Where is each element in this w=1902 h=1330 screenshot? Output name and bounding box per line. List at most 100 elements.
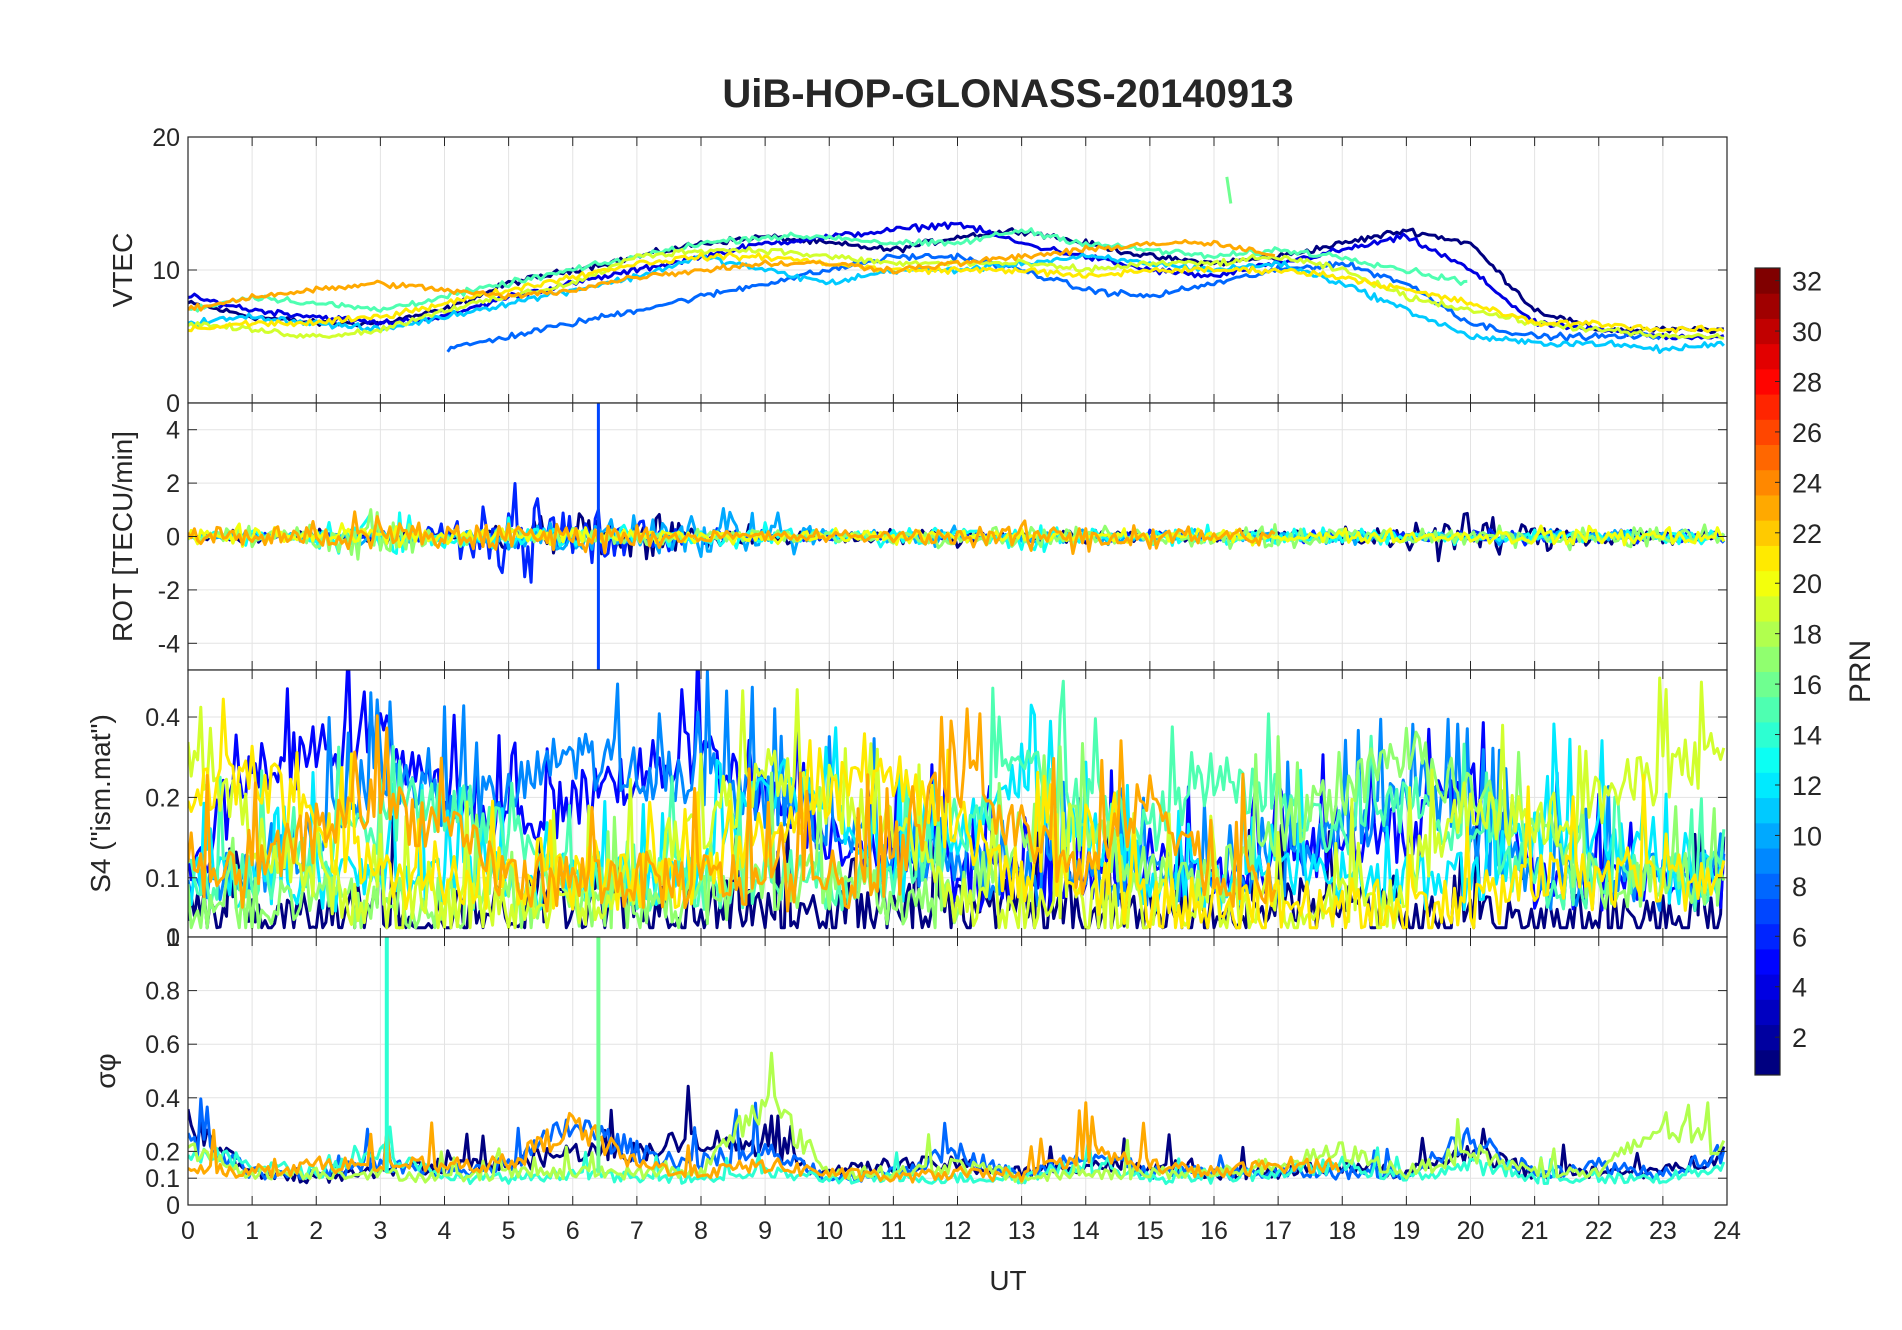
y-tick-label: 20 [152,124,180,152]
y-tick-label: -4 [158,630,180,658]
colorbar-tick-label: 12 [1792,771,1822,801]
x-tick-label: 19 [1392,1217,1420,1245]
series-group-rot [188,403,1726,670]
y-tick-label: 0.4 [145,1085,180,1113]
x-tick-label: 5 [502,1217,516,1245]
colorbar-swatch [1755,797,1780,824]
series-line-prn-23 [188,707,1277,913]
x-tick-label: 24 [1713,1217,1741,1245]
y-tick-label: 0.1 [145,1165,180,1193]
x-tick-label: 16 [1200,1217,1228,1245]
series-group-s4 [188,670,1726,930]
y-axis-label-s4: S4 ("ism.mat") [85,714,116,893]
series-line-prn-18 [188,1051,1726,1184]
x-tick-label: 0 [181,1217,195,1245]
x-tick-label: 23 [1649,1217,1677,1245]
y-tick-label: 0.2 [145,1138,180,1166]
colorbar-label: PRN [1844,640,1877,703]
series-group-sigphi [188,937,1726,1186]
x-axis-label: UT [989,1265,1026,1296]
y-tick-label: 0 [166,524,180,552]
colorbar-swatch [1755,343,1780,370]
panel-rot: -4 -2 0 2 4 ROT [TECU/min] [107,402,1728,671]
colorbar-tick-label: 2 [1792,1023,1807,1053]
panel-s4: 0 0.1 0.2 0.4 S4 ("ism.mat") [85,669,1728,952]
x-tick-label: 11 [880,1217,906,1245]
series-line-prn-4 [188,221,1725,341]
colorbar-tick-label: 26 [1792,418,1822,448]
series-line-prn-15 [188,227,1468,313]
y-tick-label: 0.6 [145,1031,180,1059]
y-tick-label: 2 [166,470,180,498]
x-tick-label: 21 [1521,1217,1549,1245]
x-tick-label: 20 [1457,1217,1485,1245]
series-line-prn-21 [188,251,1725,334]
series-line-prn-1 [188,227,1724,335]
colorbar-tick-label: 6 [1792,922,1807,952]
colorbar-swatch [1755,646,1780,672]
colorbar-tick-label: 4 [1792,973,1807,1003]
x-tick-label: 13 [1008,1217,1036,1245]
y-axis-label-vtec: VTEC [107,233,138,308]
colorbar-swatch [1755,999,1780,1026]
y-tick-label: -2 [158,577,180,605]
colorbar-swatch [1755,898,1780,925]
colorbar-tick-label: 30 [1792,317,1822,347]
series-line-prn-23 [188,238,1276,312]
colorbar-swatch [1755,444,1780,471]
series-line-prn-19 [188,676,1726,930]
series-line-prn-11 [188,252,1725,354]
colorbar-swatch [1755,494,1780,521]
colorbar-tick-label: 32 [1792,267,1822,297]
series-line-prn-9 [188,670,1726,913]
y-tick-label: 10 [152,257,180,285]
series-group-vtec [188,176,1725,354]
y-tick-label: 0.1 [145,865,180,893]
x-tick-label: 10 [815,1217,843,1245]
x-tick-label: 6 [566,1217,580,1245]
colorbar-tick-label: 10 [1792,821,1822,851]
y-tick-label: 0 [166,390,180,418]
x-tick-label: 9 [758,1217,772,1245]
colorbar-swatch [1755,848,1780,874]
series-line-prn-23 [188,1101,1341,1184]
y-tick-label: 0.2 [145,784,180,812]
colorbar-tick-label: 24 [1792,468,1822,498]
colorbar-tick-label: 22 [1792,519,1822,549]
y-axis-label-rot: ROT [TECU/min] [107,431,138,642]
y-tick-label: 0 [166,1192,180,1220]
colorbar-swatch [1755,394,1780,420]
y-tick-label: 1 [166,924,180,952]
colorbar-swatch [1755,1049,1780,1076]
x-tick-label: 12 [944,1217,972,1245]
chart-title: UiB-HOP-GLONASS-20140913 [722,72,1293,116]
x-tick-label: 15 [1136,1217,1164,1245]
panel-vtec: 0 10 20 VTEC [107,124,1728,418]
colorbar-swatch [1755,948,1780,975]
x-tick-label: 22 [1585,1217,1613,1245]
y-tick-label: 0 [166,924,180,952]
x-tick-label: 4 [438,1217,452,1245]
colorbar-tick-label: 20 [1792,569,1822,599]
y-tick-label: 0.8 [145,978,180,1006]
colorbar-swatch [1755,747,1780,773]
series-line-prn-23 [188,510,1276,555]
colorbar-swatch [1755,293,1780,319]
y-tick-label: 0.4 [145,704,180,732]
x-tick-label: 2 [309,1217,323,1245]
x-tick-label: 18 [1328,1217,1356,1245]
y-tick-label: 4 [166,417,180,445]
colorbar-tick-label: 14 [1792,721,1822,751]
colorbar-swatch [1755,696,1780,723]
annotation-mark [1225,176,1233,204]
colorbar-tick-label: 8 [1792,872,1807,902]
x-tick-label: 14 [1072,1217,1100,1245]
colorbar-swatch [1755,545,1780,572]
colorbar-tick-label: 28 [1792,367,1822,397]
y-axis-label-sigphi: σφ [90,1053,121,1088]
colorbar-tick-label: 18 [1792,620,1822,650]
